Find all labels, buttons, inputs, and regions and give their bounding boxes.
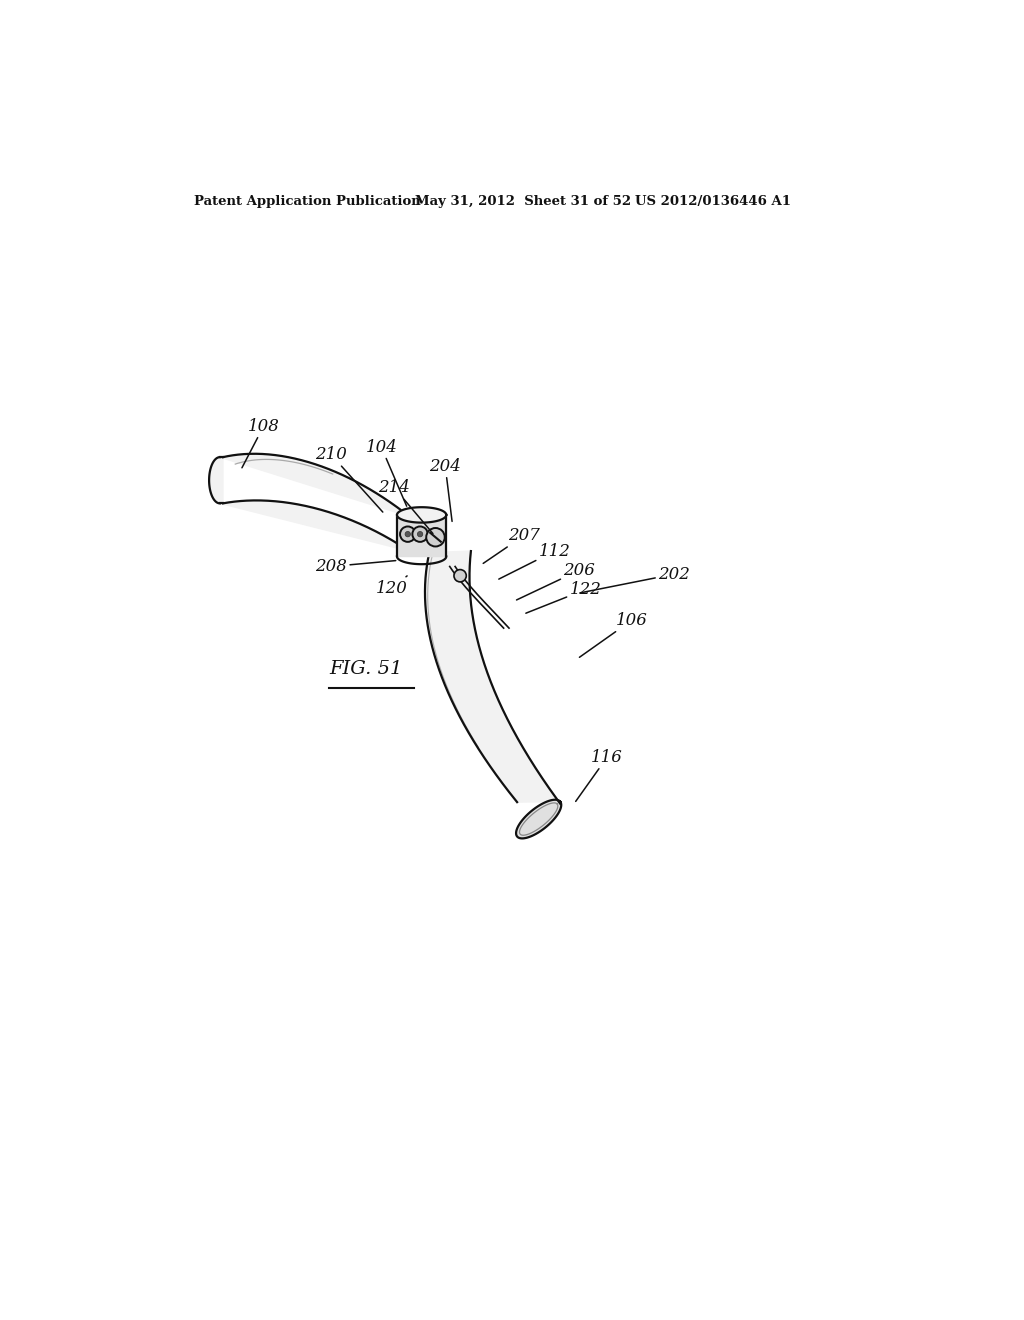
Text: Patent Application Publication: Patent Application Publication <box>194 195 421 209</box>
Circle shape <box>454 570 466 582</box>
Polygon shape <box>516 800 561 838</box>
Polygon shape <box>397 507 446 523</box>
Polygon shape <box>397 515 446 557</box>
Text: 108: 108 <box>242 418 280 467</box>
Circle shape <box>400 527 416 543</box>
Text: 202: 202 <box>580 566 690 593</box>
Text: 120: 120 <box>376 576 408 597</box>
Text: 206: 206 <box>516 562 595 601</box>
Text: May 31, 2012  Sheet 31 of 52: May 31, 2012 Sheet 31 of 52 <box>416 195 632 209</box>
Text: 210: 210 <box>315 446 383 512</box>
Text: 204: 204 <box>429 458 461 521</box>
Text: US 2012/0136446 A1: US 2012/0136446 A1 <box>635 195 791 209</box>
Text: 208: 208 <box>315 558 395 576</box>
Text: 112: 112 <box>499 543 570 579</box>
Text: FIG. 51: FIG. 51 <box>330 660 402 678</box>
Text: 104: 104 <box>366 438 407 506</box>
Circle shape <box>406 532 411 537</box>
Circle shape <box>418 532 423 537</box>
Text: 106: 106 <box>580 612 647 657</box>
Circle shape <box>413 527 428 543</box>
Text: 214: 214 <box>379 479 433 533</box>
Polygon shape <box>209 454 410 552</box>
Text: 122: 122 <box>526 581 601 614</box>
Polygon shape <box>425 552 560 836</box>
Text: 207: 207 <box>483 527 540 564</box>
Circle shape <box>426 528 444 546</box>
Text: 116: 116 <box>575 748 623 801</box>
